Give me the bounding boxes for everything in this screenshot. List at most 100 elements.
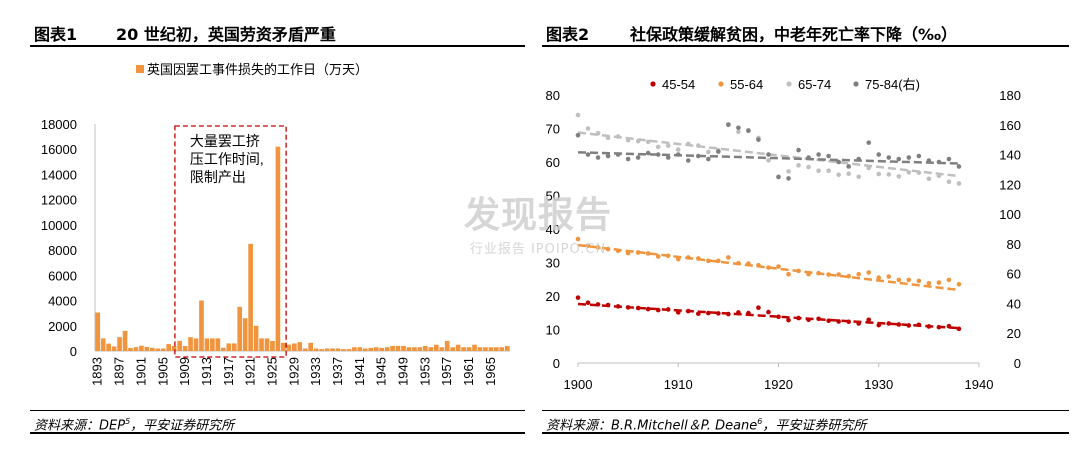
chart2-point: [846, 319, 851, 325]
chart2-point: [886, 155, 892, 160]
chart1-bar: [291, 343, 297, 351]
chart1-bar: [439, 347, 445, 351]
chart2-point: [866, 165, 872, 171]
chart2-point: [726, 311, 731, 317]
chart2-point: [756, 305, 761, 311]
chart2-point: [946, 323, 952, 329]
chart2-title: 社保政策缓解贫困，中老年死亡率下降（‰）: [630, 25, 958, 44]
chart2-xtick-label: 1900: [564, 377, 593, 392]
chart2-point: [675, 147, 681, 152]
chart2-point: [836, 272, 841, 277]
chart1-bar: [466, 347, 472, 351]
chart2-point: [896, 156, 902, 162]
chart2-label: 图表2: [546, 25, 590, 44]
chart2-plot: 0 10 20 30 40 50 60 70 80 0 20 40 60 80 100 120 140 160 18…: [546, 77, 1021, 392]
chart2-ytick-right-label: 0: [1014, 356, 1021, 371]
chart2-point: [906, 170, 912, 175]
chart2-point: [876, 171, 882, 177]
chart1-annotation-line: 限制产出: [190, 169, 246, 185]
chart2-point: [786, 176, 791, 181]
chart2-point: [856, 156, 861, 162]
chart2-point: [766, 152, 771, 157]
chart2-point: [816, 316, 821, 322]
chart2-point: [635, 138, 641, 144]
chart2-legend-marker: [786, 81, 792, 87]
chart1-bar: [220, 347, 226, 351]
chart1-xtick-label: 1905: [155, 357, 170, 386]
chart1-xtick-label: 1893: [90, 357, 105, 386]
chart2-point: [766, 265, 771, 270]
chart2-point: [906, 323, 912, 328]
chart2-point: [776, 264, 781, 269]
chart2-point: [906, 277, 912, 283]
chart2-point: [655, 144, 661, 150]
chart1-xtick-label: 1949: [396, 357, 411, 386]
chart1-xtick-label: 1929: [286, 357, 301, 386]
chart1-bar: [150, 347, 155, 351]
chart1-bar: [155, 348, 161, 351]
chart2-point: [806, 317, 811, 323]
chart2-point: [645, 139, 651, 145]
chart2-point: [806, 271, 811, 277]
chart1-bar: [373, 347, 379, 351]
chart2-point: [846, 273, 851, 279]
chart1-xtick-label: 1909: [177, 357, 192, 386]
chart2-point: [615, 248, 621, 254]
chart2-xtick-label: 1920: [764, 377, 793, 392]
chart2-point: [696, 311, 701, 317]
chart1-bar: [379, 347, 385, 351]
chart1-ytick-label: 18000: [41, 117, 77, 132]
chart2-point: [696, 153, 701, 159]
chart2-point: [585, 243, 591, 249]
chart2-point: [696, 143, 701, 148]
chart1-bar: [171, 345, 177, 351]
chart2-header: 图表2 社保政策缓解贫困，中老年死亡率下降（‰）: [542, 15, 1069, 47]
chart2-point: [896, 277, 902, 283]
chart2-trendline: [577, 131, 960, 178]
chart2-ytick-right-label: 80: [1007, 237, 1021, 252]
chart1-bar: [341, 349, 346, 351]
chart1-bar: [444, 340, 450, 351]
chart2-ytick-right-label: 60: [1007, 267, 1021, 282]
chart2-point: [936, 173, 942, 179]
chart1-bar: [308, 342, 314, 351]
chart2-point: [595, 155, 601, 160]
chart1-xtick-label: 1953: [417, 357, 432, 386]
chart2-point: [625, 305, 631, 310]
chart1-xtick-label: 1941: [352, 357, 367, 386]
chart2-point: [836, 159, 841, 165]
chart2-point: [585, 300, 591, 305]
chart2-point: [846, 164, 851, 169]
chart2-legend-marker: [650, 81, 656, 87]
chart2-point: [635, 305, 641, 311]
chart2-point: [856, 321, 861, 326]
chart2-ytick-left-label: 0: [553, 356, 560, 371]
chart1-source-sup: 5: [125, 417, 131, 426]
chart2-source-sup: 6: [757, 417, 763, 426]
chart2-point: [625, 137, 631, 143]
chart2-point: [615, 304, 621, 309]
chart2-legend-label: 65-74: [798, 77, 831, 92]
chart2-trendline: [577, 243, 960, 292]
chart2-point: [635, 250, 641, 255]
chart1-bar: [324, 348, 330, 351]
chart1-bar: [199, 300, 204, 351]
chart1-label: 图表1: [34, 25, 78, 44]
chart1-bar: [455, 344, 461, 351]
chart1-bar: [166, 344, 172, 351]
chart2-point: [675, 310, 681, 315]
chart1-xtick-label: 1913: [199, 357, 214, 386]
chart1-plot: 英国因罢工事件损失的工作日（万天） 0 2000 4000 6000 8000 10000 1…: [41, 62, 510, 386]
chart2-point: [665, 253, 671, 259]
chart1-title: 20 世纪初，英国劳资矛盾严重: [116, 25, 336, 44]
chart2-point: [716, 311, 721, 316]
chart1-ytick-label: 14000: [41, 167, 77, 182]
chart1-bar: [401, 345, 406, 351]
chart2-point: [776, 314, 781, 320]
chart1-bar: [231, 343, 237, 351]
chart2-ytick-right-label: 40: [1007, 296, 1021, 311]
chart1-annotation-box: [174, 125, 287, 358]
chart2-ytick-left-label: 70: [546, 122, 560, 137]
chart1-bar: [210, 338, 215, 351]
chart2-point: [685, 308, 691, 314]
